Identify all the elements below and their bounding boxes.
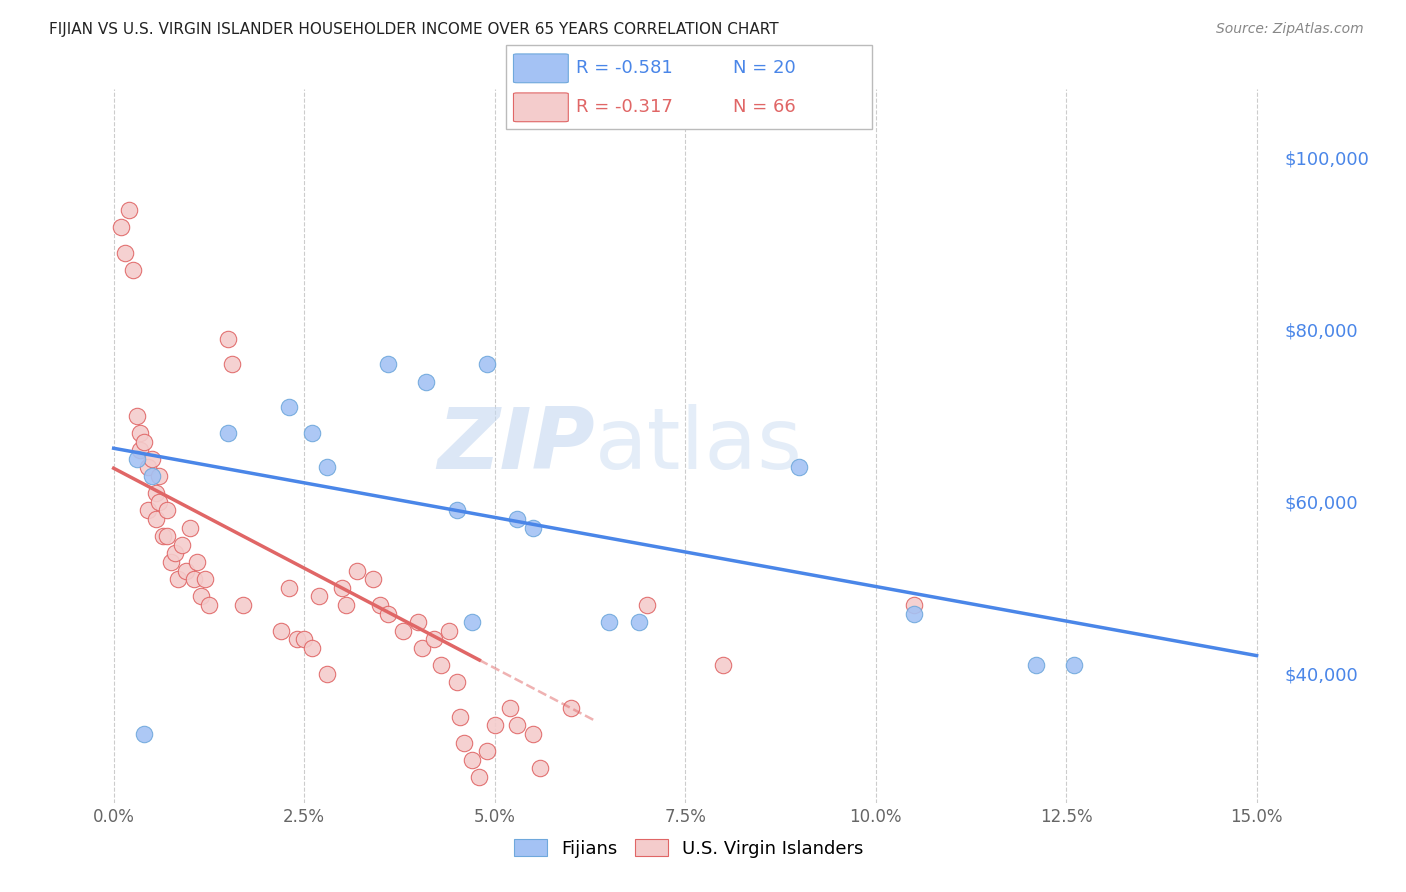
Point <box>285 632 308 647</box>
Point <box>361 572 384 586</box>
Point <box>194 572 217 586</box>
Point <box>136 460 159 475</box>
Point <box>110 219 132 234</box>
Text: N = 66: N = 66 <box>733 98 796 116</box>
Legend: Fijians, U.S. Virgin Islanders: Fijians, U.S. Virgin Islanders <box>508 832 870 865</box>
Point <box>121 262 143 277</box>
Point <box>156 503 179 517</box>
Text: atlas: atlas <box>595 404 803 488</box>
FancyBboxPatch shape <box>513 54 568 83</box>
Point <box>145 486 167 500</box>
FancyBboxPatch shape <box>513 93 568 121</box>
Text: N = 20: N = 20 <box>733 60 796 78</box>
Point <box>903 598 925 612</box>
Point <box>316 666 339 681</box>
Point <box>316 460 339 475</box>
Point <box>221 357 243 371</box>
Point <box>377 607 399 621</box>
Point <box>598 615 620 630</box>
Point <box>301 426 323 441</box>
Point <box>560 701 582 715</box>
Point <box>163 546 186 560</box>
Text: R = -0.317: R = -0.317 <box>575 98 672 116</box>
Point <box>129 426 152 441</box>
Point <box>148 495 170 509</box>
Point <box>461 615 484 630</box>
Point <box>125 451 148 466</box>
Point <box>522 727 544 741</box>
Point <box>377 357 399 371</box>
Point <box>292 632 315 647</box>
Point <box>449 710 471 724</box>
Point <box>129 443 152 458</box>
Point <box>141 469 163 483</box>
Text: FIJIAN VS U.S. VIRGIN ISLANDER HOUSEHOLDER INCOME OVER 65 YEARS CORRELATION CHAR: FIJIAN VS U.S. VIRGIN ISLANDER HOUSEHOLD… <box>49 22 779 37</box>
Point <box>789 460 811 475</box>
Point <box>475 357 498 371</box>
Point <box>136 503 159 517</box>
Point <box>145 512 167 526</box>
Point <box>330 581 353 595</box>
Text: R = -0.581: R = -0.581 <box>575 60 672 78</box>
Point <box>190 590 212 604</box>
Point <box>370 598 392 612</box>
Point <box>217 426 239 441</box>
Point <box>522 521 544 535</box>
Text: Source: ZipAtlas.com: Source: ZipAtlas.com <box>1216 22 1364 37</box>
Point <box>134 727 156 741</box>
Point <box>446 675 468 690</box>
Point <box>461 753 484 767</box>
Point <box>903 607 925 621</box>
Point <box>453 736 475 750</box>
Point <box>125 409 148 423</box>
Point <box>277 401 299 415</box>
Point <box>506 512 529 526</box>
Point <box>172 538 194 552</box>
Point <box>468 770 491 784</box>
Point <box>711 658 734 673</box>
Point <box>118 202 141 217</box>
Point <box>174 564 197 578</box>
Point <box>217 332 239 346</box>
Point <box>446 503 468 517</box>
Point <box>408 615 430 630</box>
Point <box>301 641 323 656</box>
Point <box>277 581 299 595</box>
Point <box>167 572 190 586</box>
Point <box>232 598 254 612</box>
Point <box>1025 658 1047 673</box>
Point <box>628 615 651 630</box>
Point <box>152 529 174 543</box>
Point <box>430 658 453 673</box>
Point <box>159 555 181 569</box>
Point <box>484 718 506 732</box>
Point <box>636 598 658 612</box>
Point <box>186 555 208 569</box>
Point <box>499 701 522 715</box>
Point <box>475 744 498 758</box>
Point <box>156 529 179 543</box>
Point <box>1063 658 1085 673</box>
Point <box>114 245 136 260</box>
Point <box>141 451 163 466</box>
Point <box>183 572 205 586</box>
Point <box>437 624 460 638</box>
Point <box>308 590 330 604</box>
Point <box>422 632 444 647</box>
Point <box>148 469 170 483</box>
Point <box>415 375 437 389</box>
Point <box>270 624 292 638</box>
Point <box>198 598 221 612</box>
Point <box>335 598 357 612</box>
Point <box>346 564 368 578</box>
Point <box>529 761 551 775</box>
Point <box>506 718 529 732</box>
Point <box>392 624 415 638</box>
Point <box>411 641 433 656</box>
Text: ZIP: ZIP <box>437 404 595 488</box>
Point <box>179 521 201 535</box>
Point <box>134 434 156 449</box>
